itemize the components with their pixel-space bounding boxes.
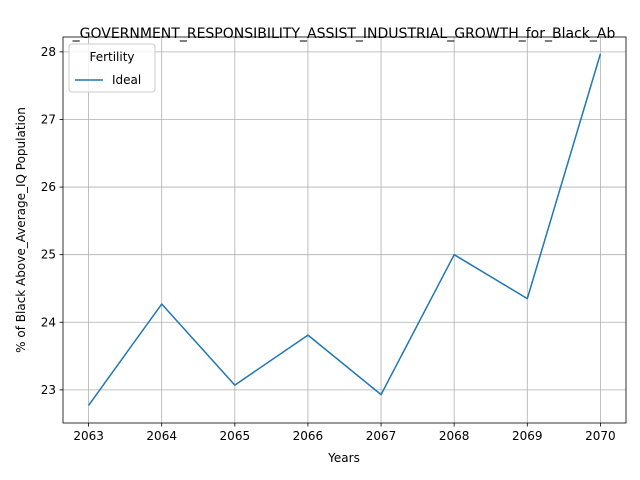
series-lines [87, 53, 602, 406]
y-axis-label: % of Black Above_Average_IQ Population [14, 107, 28, 353]
x-tick-label: 2069 [512, 429, 543, 443]
axis-ticks: 2063 2064 2065 2066 2067 2068 2069 2070 23 24 25 26… [41, 45, 616, 443]
x-tick-label: 2068 [439, 429, 470, 443]
x-axis-label: Years [327, 451, 360, 465]
y-tick-label: 28 [41, 45, 56, 59]
legend: Fertility Ideal [68, 43, 156, 93]
series-line-ideal [87, 53, 602, 406]
grid-lines [63, 37, 626, 423]
x-tick-label: 2063 [73, 429, 104, 443]
plot-area-frame [62, 36, 627, 424]
x-tick-label: 2065 [220, 429, 251, 443]
legend-title: Fertility [89, 50, 134, 64]
legend-label-ideal: Ideal [112, 73, 141, 87]
y-tick-label: 25 [41, 248, 56, 262]
x-tick-label: 2067 [366, 429, 397, 443]
chart-title: _GOVERNMENT_RESPONSIBILITY_ASSIST_INDUST… [72, 26, 616, 42]
x-tick-label: 2066 [293, 429, 324, 443]
y-tick-label: 23 [41, 383, 56, 397]
y-tick-label: 24 [41, 315, 56, 329]
x-tick-label: 2064 [146, 429, 177, 443]
y-tick-label: 27 [41, 112, 56, 126]
x-tick-label: 2070 [585, 429, 616, 443]
y-tick-label: 26 [41, 180, 56, 194]
